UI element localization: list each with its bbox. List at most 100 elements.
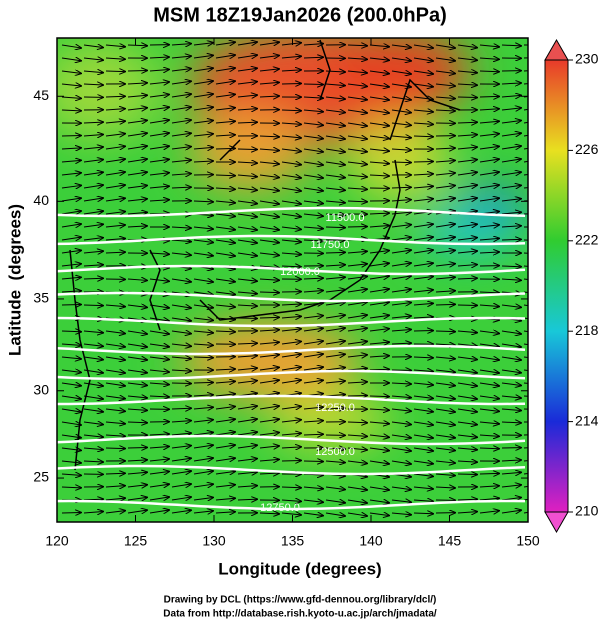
wind-vector	[171, 240, 191, 242]
wind-vector	[501, 510, 521, 513]
wind-vector	[259, 513, 279, 514]
wind-vector	[347, 487, 367, 490]
wind-vector	[435, 110, 455, 111]
wind-vector	[281, 43, 301, 45]
wind-vector	[83, 122, 103, 123]
wind-vector	[435, 448, 455, 450]
wind-vector	[105, 212, 125, 214]
wind-vector	[149, 146, 169, 149]
wind-vector	[127, 133, 147, 136]
wind-vector	[523, 200, 528, 202]
wind-vector	[281, 123, 301, 124]
wind-vector	[435, 58, 455, 61]
wind-vector	[479, 473, 499, 474]
wind-vector	[435, 474, 455, 476]
wind-vector	[347, 448, 367, 450]
wind-vector	[501, 422, 521, 423]
wind-vector	[281, 201, 301, 204]
wind-vector	[105, 121, 125, 123]
wind-vector	[193, 161, 213, 162]
wind-vector	[215, 55, 235, 58]
wind-vector	[479, 172, 499, 175]
wind-vector	[457, 84, 477, 85]
wind-vector	[523, 304, 528, 307]
wind-vector	[457, 370, 477, 373]
wind-vector	[369, 289, 389, 292]
wind-vector	[105, 225, 125, 227]
wind-vector	[83, 45, 103, 48]
wind-vector	[347, 201, 367, 202]
wind-vector	[479, 134, 499, 136]
wind-vector	[215, 369, 235, 370]
wind-vector	[501, 172, 521, 175]
wind-vector	[127, 422, 147, 423]
wind-vector	[413, 448, 433, 451]
wind-vector	[369, 225, 389, 227]
wind-vector	[391, 110, 411, 113]
wind-vector	[347, 45, 367, 46]
wind-vector	[259, 96, 279, 97]
wind-vector	[479, 370, 499, 373]
wind-vector	[325, 408, 345, 409]
wind-vector	[391, 276, 411, 279]
wind-vector	[237, 419, 257, 422]
wind-vector	[303, 461, 323, 462]
wind-vector	[523, 317, 528, 320]
wind-vector	[149, 253, 169, 254]
wind-vector	[61, 422, 81, 425]
wind-vector	[347, 422, 367, 423]
wind-vector	[259, 279, 279, 280]
wind-vector	[105, 370, 125, 373]
wind-vector	[281, 304, 301, 305]
wind-vector	[149, 200, 169, 201]
wind-vector	[83, 134, 103, 136]
wind-vector	[105, 409, 125, 411]
wind-vector	[171, 318, 191, 321]
wind-vector	[369, 136, 389, 139]
wind-vector	[479, 159, 499, 162]
wind-vector	[127, 447, 147, 448]
wind-vector	[325, 354, 345, 357]
wind-vector	[369, 263, 389, 266]
wind-vector	[171, 344, 191, 346]
wind-vector	[523, 447, 528, 449]
wind-vector	[303, 44, 323, 45]
wind-vector	[127, 497, 147, 500]
wind-vector	[281, 149, 301, 151]
wind-vector	[347, 149, 367, 152]
wind-vector	[193, 81, 213, 84]
colorbar-tick-label: 230	[575, 51, 599, 67]
wind-vector	[281, 367, 301, 370]
wind-vector	[303, 240, 323, 241]
wind-vector	[149, 213, 169, 214]
wind-vector	[237, 381, 257, 383]
wind-vector	[193, 331, 213, 333]
wind-vector	[171, 94, 191, 97]
wind-vector	[281, 253, 301, 254]
wind-vector	[259, 82, 279, 84]
wind-vector	[391, 136, 411, 138]
wind-vector	[149, 472, 169, 474]
contour-line	[57, 316, 526, 328]
wind-vector	[303, 84, 323, 85]
wind-vector	[259, 355, 279, 357]
wind-vector	[237, 459, 257, 461]
wind-vector	[457, 198, 477, 201]
wind-vector	[325, 341, 345, 344]
wind-vector	[281, 420, 301, 422]
wind-vector	[347, 382, 367, 383]
wind-vector	[435, 409, 455, 412]
wind-vector	[215, 381, 235, 383]
wind-vector	[127, 383, 147, 385]
wind-vector	[127, 409, 147, 410]
wind-vector	[171, 446, 191, 448]
wind-vector	[171, 69, 191, 71]
wind-vector	[171, 107, 191, 110]
wind-vector	[457, 58, 477, 60]
wind-vector	[215, 445, 235, 448]
wind-vector	[215, 318, 235, 320]
wind-vector	[523, 252, 528, 254]
wind-vector	[193, 227, 213, 229]
wind-vector	[523, 472, 528, 475]
wind-vector	[303, 407, 323, 409]
